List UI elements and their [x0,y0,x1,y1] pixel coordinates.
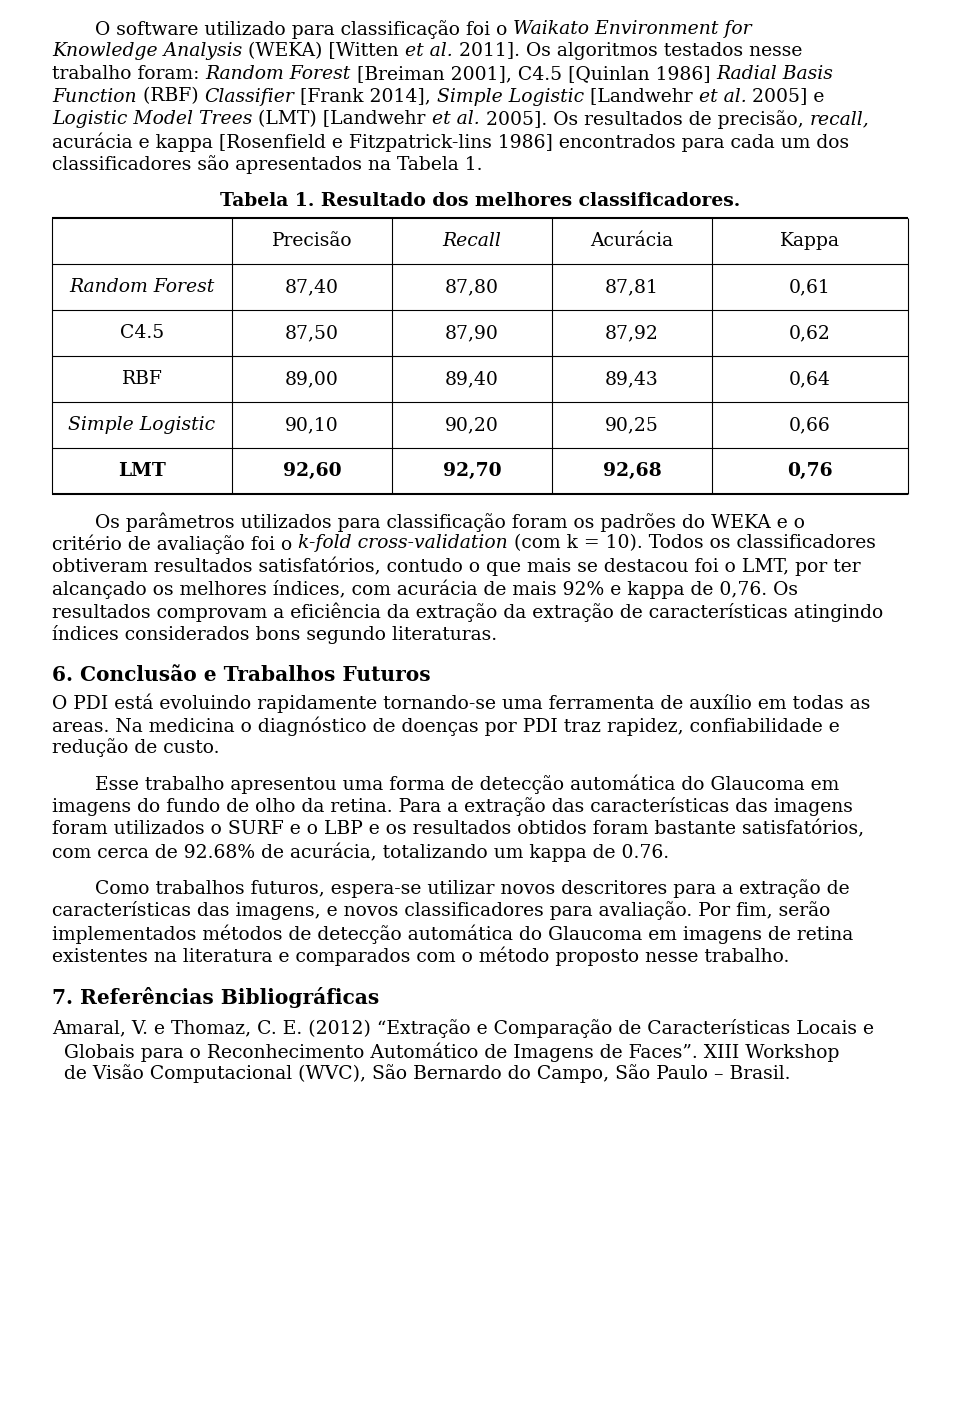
Text: k-fold cross-validation: k-fold cross-validation [299,534,508,553]
Text: 89,43: 89,43 [605,369,659,388]
Text: RBF: RBF [122,369,162,388]
Text: areas. Na medicina o diagnóstico de doenças por PDI traz rapidez, confiabilidade: areas. Na medicina o diagnóstico de doen… [52,716,840,736]
Text: Como trabalhos futuros, espera-se utilizar novos descritores para a extração de: Como trabalhos futuros, espera-se utiliz… [95,878,850,898]
Text: Radial Basis: Radial Basis [716,65,833,83]
Text: (com k = 10). Todos os classificadores: (com k = 10). Todos os classificadores [508,534,876,553]
Text: redução de custo.: redução de custo. [52,739,220,757]
Text: 0,64: 0,64 [789,369,831,388]
Text: 90,10: 90,10 [285,416,339,434]
Text: 92,70: 92,70 [443,462,501,479]
Text: Logistic Model Trees: Logistic Model Trees [52,110,252,128]
Text: Amaral, V. e Thomaz, C. E. (2012) “Extração e Comparação de Características Loca: Amaral, V. e Thomaz, C. E. (2012) “Extra… [52,1019,874,1039]
Text: alcançado os melhores índices, com acurácia de mais 92% e kappa de 0,76. Os: alcançado os melhores índices, com acurá… [52,580,798,599]
Text: Classifier: Classifier [204,87,294,106]
Text: (WEKA) [Witten: (WEKA) [Witten [242,42,405,61]
Text: LMT: LMT [118,462,166,479]
Text: 7. Referências Bibliográficas: 7. Referências Bibliográficas [52,987,379,1008]
Text: 87,92: 87,92 [605,324,659,343]
Text: et al.: et al. [405,42,452,61]
Text: classificadores são apresentados na Tabela 1.: classificadores são apresentados na Tabe… [52,155,483,173]
Text: 87,90: 87,90 [445,324,499,343]
Text: Tabela 1. Resultado dos melhores classificadores.: Tabela 1. Resultado dos melhores classif… [220,192,740,210]
Text: 2005]. Os resultados de precisão,: 2005]. Os resultados de precisão, [479,110,809,128]
Text: [Landwehr: [Landwehr [584,87,699,106]
Text: critério de avaliação foi o: critério de avaliação foi o [52,534,299,554]
Text: imagens do fundo de olho da retina. Para a extração das características das imag: imagens do fundo de olho da retina. Para… [52,798,852,816]
Text: características das imagens, e novos classificadores para avaliação. Por fim, se: características das imagens, e novos cla… [52,901,830,921]
Text: 2011]. Os algoritmos testados nesse: 2011]. Os algoritmos testados nesse [452,42,802,61]
Text: 87,81: 87,81 [605,278,659,296]
Text: 87,80: 87,80 [445,278,499,296]
Text: 89,00: 89,00 [285,369,339,388]
Text: existentes na literatura e comparados com o método proposto nesse trabalho.: existentes na literatura e comparados co… [52,946,789,966]
Text: 87,50: 87,50 [285,324,339,343]
Text: 89,40: 89,40 [445,369,499,388]
Text: 87,40: 87,40 [285,278,339,296]
Text: Waikato Environment for: Waikato Environment for [514,20,752,38]
Text: Simple Logistic: Simple Logistic [437,87,584,106]
Text: 6. Conclusão e Trabalhos Futuros: 6. Conclusão e Trabalhos Futuros [52,666,431,685]
Text: (LMT) [Landwehr: (LMT) [Landwehr [252,110,432,128]
Text: 90,25: 90,25 [605,416,659,434]
Text: O PDI está evoluindo rapidamente tornando-se uma ferramenta de auxílio em todas : O PDI está evoluindo rapidamente tornand… [52,694,871,713]
Text: [Frank 2014],: [Frank 2014], [294,87,437,106]
Text: recall,: recall, [809,110,869,128]
Text: O software utilizado para classificação foi o: O software utilizado para classificação … [95,20,514,39]
Text: Esse trabalho apresentou uma forma de detecção automática do Glaucoma em: Esse trabalho apresentou uma forma de de… [95,776,839,794]
Text: 0,61: 0,61 [789,278,830,296]
Text: índices considerados bons segundo literaturas.: índices considerados bons segundo litera… [52,625,497,643]
Text: de Visão Computacional (WVC), São Bernardo do Campo, São Paulo – Brasil.: de Visão Computacional (WVC), São Bernar… [52,1065,790,1083]
Text: com cerca de 92.68% de acurácia, totalizando um kappa de 0.76.: com cerca de 92.68% de acurácia, totaliz… [52,843,669,862]
Text: acurácia e kappa [Rosenfield e Fitzpatrick-lins 1986] encontrados para cada um d: acurácia e kappa [Rosenfield e Fitzpatri… [52,133,850,152]
Text: 2005] e: 2005] e [746,87,825,106]
Text: C4.5: C4.5 [120,324,164,343]
Text: 92,60: 92,60 [282,462,342,479]
Text: Knowledge Analysis: Knowledge Analysis [52,42,242,61]
Text: resultados comprovam a eficiência da extração da extração de características ati: resultados comprovam a eficiência da ext… [52,602,883,622]
Text: Simple Logistic: Simple Logistic [68,416,216,434]
Text: Os parâmetros utilizados para classificação foram os padrões do WEKA e o: Os parâmetros utilizados para classifica… [95,512,805,532]
Text: (RBF): (RBF) [136,87,204,106]
Text: Recall: Recall [443,233,501,250]
Text: Precisão: Precisão [272,233,352,250]
Text: Random Forest: Random Forest [205,65,350,83]
Text: 0,66: 0,66 [789,416,830,434]
Text: 0,62: 0,62 [789,324,831,343]
Text: 92,68: 92,68 [603,462,661,479]
Text: et al.: et al. [432,110,479,128]
Text: implementados métodos de detecção automática do Glaucoma em imagens de retina: implementados métodos de detecção automá… [52,924,853,943]
Text: trabalho foram:: trabalho foram: [52,65,205,83]
Text: et al.: et al. [699,87,746,106]
Text: Globais para o Reconhecimento Automático de Imagens de Faces”. XIII Workshop: Globais para o Reconhecimento Automático… [52,1042,839,1062]
Text: [Breiman 2001], C4.5 [Quinlan 1986]: [Breiman 2001], C4.5 [Quinlan 1986] [350,65,716,83]
Text: 90,20: 90,20 [445,416,499,434]
Text: Kappa: Kappa [780,233,840,250]
Text: Random Forest: Random Forest [69,278,215,296]
Text: 0,76: 0,76 [787,462,833,479]
Text: foram utilizados o SURF e o LBP e os resultados obtidos foram bastante satisfató: foram utilizados o SURF e o LBP e os res… [52,821,864,838]
Text: Function: Function [52,87,136,106]
Text: obtiveram resultados satisfatórios, contudo o que mais se destacou foi o LMT, po: obtiveram resultados satisfatórios, cont… [52,557,860,577]
Text: Acurácia: Acurácia [590,233,674,250]
